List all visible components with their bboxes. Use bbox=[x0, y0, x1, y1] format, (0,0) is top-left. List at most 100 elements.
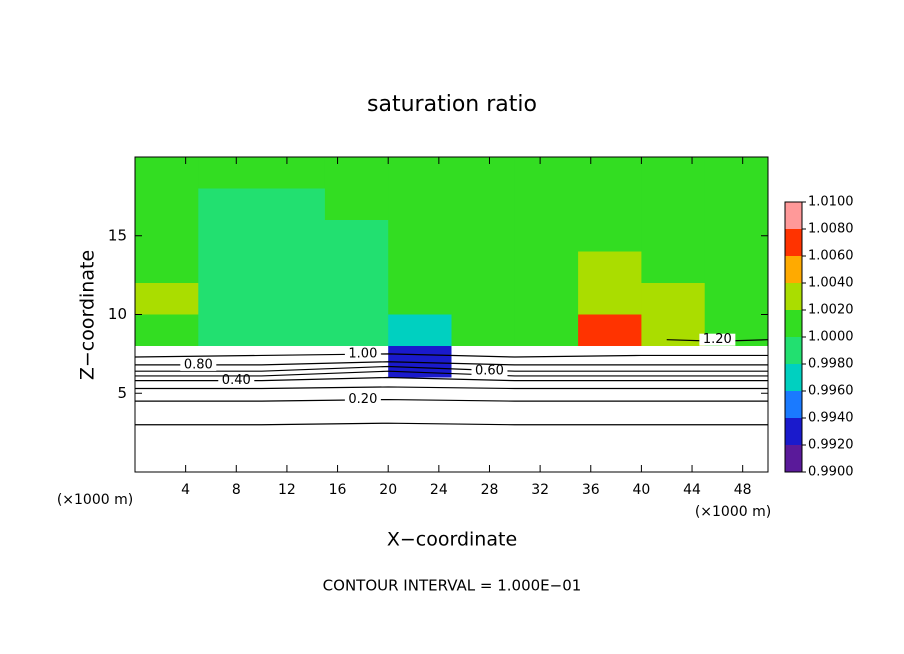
field-cell bbox=[198, 188, 263, 221]
contour-label-bg bbox=[218, 374, 255, 387]
field-cell bbox=[261, 346, 326, 378]
field-cell bbox=[324, 157, 389, 189]
field-cell bbox=[514, 314, 579, 347]
contour-label-bg bbox=[180, 358, 217, 371]
x-tick-label: 40 bbox=[632, 482, 650, 498]
field-cell bbox=[641, 377, 706, 410]
colorbar-label: 0.9900 bbox=[808, 465, 854, 480]
colorbar-label: 1.0040 bbox=[808, 276, 854, 291]
field-cell bbox=[388, 440, 452, 472]
field-cell bbox=[324, 283, 389, 315]
field-cell bbox=[261, 440, 326, 472]
field-cell bbox=[324, 220, 389, 252]
contour-line bbox=[135, 398, 768, 402]
x-tick-label: 36 bbox=[582, 482, 600, 498]
x-tick-label: 48 bbox=[734, 482, 752, 498]
contour-label-bg bbox=[471, 365, 508, 378]
field: 0.20 0.40 0.60 0.80 1.00 1.20 bbox=[135, 157, 768, 472]
field-cell bbox=[578, 314, 642, 347]
field-cell bbox=[388, 157, 452, 189]
field-cell bbox=[578, 346, 642, 378]
field-cell bbox=[514, 440, 579, 472]
field-cell bbox=[578, 220, 642, 252]
field-cell bbox=[198, 283, 263, 315]
colorbar-label: 1.0000 bbox=[808, 330, 854, 345]
field-cell bbox=[135, 251, 199, 284]
x-tick-label: 44 bbox=[683, 482, 701, 498]
x-tick-label: 20 bbox=[379, 482, 397, 498]
x-unit: (×1000 m) bbox=[695, 504, 771, 520]
field-cell bbox=[388, 314, 452, 347]
field-cell bbox=[704, 220, 768, 252]
x-tick-label: 8 bbox=[232, 482, 241, 498]
x-tick-label: 28 bbox=[481, 482, 499, 498]
contour-label: 1.00 bbox=[348, 346, 377, 361]
footer-note: CONTOUR INTERVAL = 1.000E−01 bbox=[323, 577, 582, 595]
field-cell bbox=[261, 188, 326, 221]
colorbar-swatch bbox=[785, 391, 802, 418]
field-cell bbox=[578, 377, 642, 410]
field-cell bbox=[198, 314, 263, 347]
x-tick-label: 16 bbox=[329, 482, 347, 498]
field-cell bbox=[388, 377, 452, 410]
colorbar-label: 1.0080 bbox=[808, 222, 854, 237]
contour-label: 0.20 bbox=[348, 392, 377, 407]
field-cell bbox=[514, 283, 579, 315]
field-cell bbox=[451, 188, 516, 221]
y-unit: (×1000 m) bbox=[57, 492, 133, 508]
contour-label: 0.80 bbox=[184, 357, 213, 372]
field-cell bbox=[641, 346, 706, 378]
chart-title: saturation ratio bbox=[367, 92, 537, 117]
colorbar-label: 1.0060 bbox=[808, 249, 854, 264]
field-cell bbox=[704, 251, 768, 284]
field-cell bbox=[514, 377, 579, 410]
field-cell bbox=[324, 251, 389, 284]
field-cell bbox=[135, 157, 199, 189]
field-cell bbox=[641, 157, 706, 189]
colorbar-swatch bbox=[785, 418, 802, 445]
field-cell bbox=[135, 283, 199, 315]
field-cell bbox=[514, 251, 579, 284]
contour-line bbox=[135, 361, 768, 366]
contour-line bbox=[135, 386, 768, 390]
field-cell bbox=[578, 251, 642, 284]
field-cell bbox=[641, 440, 706, 472]
contour-line bbox=[135, 365, 768, 372]
colorbar-swatch bbox=[785, 229, 802, 256]
field-cell bbox=[704, 157, 768, 189]
x-tick-label: 4 bbox=[181, 482, 190, 498]
y-tick-label: 10 bbox=[108, 305, 127, 323]
field-cell bbox=[388, 220, 452, 252]
field-cell bbox=[578, 440, 642, 472]
field-cell bbox=[388, 188, 452, 221]
contour-label: 0.40 bbox=[222, 373, 251, 388]
contour-label-bg bbox=[344, 347, 381, 360]
field-cell bbox=[641, 283, 706, 315]
field-cell bbox=[578, 283, 642, 315]
field-cell bbox=[514, 188, 579, 221]
field-cell bbox=[704, 283, 768, 315]
colorbar-label: 1.0020 bbox=[808, 303, 854, 318]
colorbar-label: 0.9940 bbox=[808, 411, 854, 426]
field-cell bbox=[641, 251, 706, 284]
field-cell bbox=[198, 440, 263, 472]
field-cell bbox=[704, 440, 768, 472]
colorbar-swatch bbox=[785, 310, 802, 337]
field-cell bbox=[451, 157, 516, 189]
contour-label-bg bbox=[344, 393, 381, 406]
contour-label-bg bbox=[699, 333, 736, 346]
field-cell bbox=[261, 157, 326, 189]
contour-line bbox=[135, 353, 768, 358]
x-tick-label: 24 bbox=[430, 482, 448, 498]
contour-label: 1.20 bbox=[703, 332, 732, 347]
y-tick-label: 5 bbox=[117, 384, 127, 402]
field-cell bbox=[704, 377, 768, 410]
colorbar-swatch bbox=[785, 202, 802, 229]
contour-line bbox=[135, 370, 768, 377]
field-cell bbox=[324, 440, 389, 472]
field-cell bbox=[514, 346, 579, 378]
colorbar-swatch bbox=[785, 256, 802, 283]
field-cell bbox=[451, 377, 516, 410]
field-cell bbox=[324, 188, 389, 221]
